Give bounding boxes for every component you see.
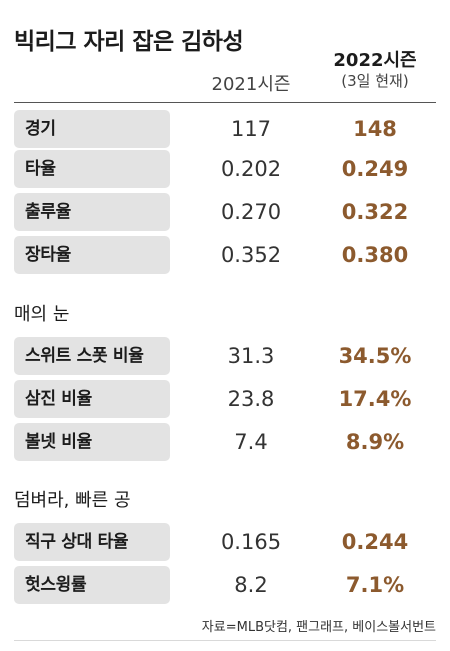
table-row: 볼넷 비율 7.4 8.9%: [14, 423, 436, 461]
value-2021: 0.270: [220, 200, 282, 224]
chart-title: 빅리그 자리 잡은 김하성: [14, 29, 244, 55]
value-2021: 0.165: [220, 530, 282, 554]
value-2022: 0.244: [341, 530, 409, 554]
stat-label: 스위트 스폿 비율: [14, 337, 170, 375]
stat-label: 헛스윙률: [14, 566, 170, 604]
stat-label: 타율: [14, 150, 170, 188]
value-2021: 8.2: [234, 573, 268, 597]
column-header-2022-sub: (3일 현재): [341, 72, 409, 90]
source-note: 자료=MLB닷컴, 팬그래프, 베이스볼서번트: [201, 620, 436, 635]
value-2022: 0.322: [341, 200, 409, 224]
column-header-2022: 2022시즌 (3일 현재): [320, 50, 430, 92]
table-row: 직구 상대 타율 0.165 0.244: [14, 523, 436, 561]
value-2022: 8.9%: [345, 430, 405, 454]
table-row: 출루율 0.270 0.322: [14, 193, 436, 231]
value-2021: 117: [230, 117, 272, 141]
table-row: 장타율 0.352 0.380: [14, 236, 436, 274]
value-2021: 23.8: [227, 387, 275, 411]
stat-label: 장타율: [14, 236, 170, 274]
column-header-2022-main: 2022시즌: [333, 50, 417, 71]
header-divider: [14, 102, 436, 103]
column-header-2021: 2021시즌: [211, 74, 291, 95]
section-title-fastball: 덤벼라, 빠른 공: [14, 490, 131, 511]
value-2022: 34.5%: [338, 344, 412, 368]
value-2022: 17.4%: [338, 387, 412, 411]
stat-label: 경기: [14, 110, 170, 148]
value-2022: 148: [353, 117, 397, 141]
table-row: 스위트 스폿 비율 31.3 34.5%: [14, 337, 436, 375]
stat-label: 직구 상대 타율: [14, 523, 170, 561]
value-2021: 7.4: [234, 430, 268, 454]
table-row: 삼진 비율 23.8 17.4%: [14, 380, 436, 418]
stat-label: 삼진 비율: [14, 380, 170, 418]
table-row: 타율 0.202 0.249: [14, 150, 436, 188]
value-2022: 7.1%: [345, 573, 405, 597]
value-2021: 0.352: [220, 243, 282, 267]
stat-label: 출루율: [14, 193, 170, 231]
table-row: 경기 117 148: [14, 110, 436, 148]
value-2022: 0.380: [341, 243, 409, 267]
value-2021: 31.3: [227, 344, 275, 368]
value-2021: 0.202: [220, 157, 282, 181]
value-2022: 0.249: [341, 157, 409, 181]
bottom-divider: [14, 640, 436, 641]
stat-label: 볼넷 비율: [14, 423, 170, 461]
table-row: 헛스윙률 8.2 7.1%: [14, 566, 436, 604]
section-title-eye: 매의 눈: [14, 304, 70, 325]
